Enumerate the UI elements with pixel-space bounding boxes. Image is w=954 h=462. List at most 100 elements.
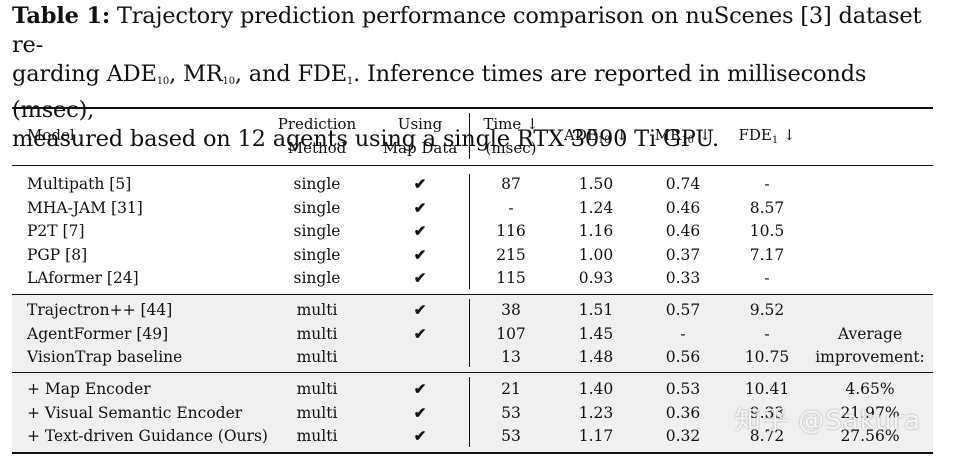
cell-method: multi: [296, 380, 338, 398]
caption-label: Table 1:: [12, 3, 110, 29]
cell-model: AgentFormer [49]: [27, 324, 169, 343]
cell-method: single: [293, 222, 341, 241]
cell-time: 116: [496, 222, 526, 241]
cell-mr: 0.57: [665, 301, 701, 319]
cell-mr: 0.53: [665, 380, 701, 398]
cell-ade: 0.93: [578, 269, 614, 288]
cell-fde: 8.57: [749, 198, 785, 217]
cell-extra: 4.65%: [845, 380, 895, 398]
cell-map: ✔: [413, 301, 427, 319]
cell-map: ✔: [413, 269, 427, 288]
cell-fde: -: [764, 269, 770, 288]
group2-rule: [12, 372, 933, 373]
header-time-line2: (msec): [485, 139, 537, 157]
cell-ade: 1.50: [578, 175, 614, 193]
cell-ade: 1.16: [578, 222, 614, 241]
caption-line-2: garding ADE10, MR10, and FDE1. Inference…: [12, 61, 867, 123]
cell-method: multi: [296, 427, 338, 446]
cell-ade: 1.45: [578, 324, 614, 343]
cell-fde: 8.72: [749, 427, 785, 446]
cell-ade: 1.17: [578, 427, 614, 446]
cell-fde: 10.75: [744, 348, 790, 367]
cell-time: 115: [496, 269, 526, 288]
cell-mr: 0.32: [665, 427, 701, 446]
cell-model: VisionTrap baseline: [27, 348, 183, 367]
cell-ade: 1.51: [578, 301, 614, 319]
cell-time: 38: [501, 301, 521, 319]
cell-extra: improvement:: [815, 348, 925, 367]
header-divider: [469, 113, 470, 159]
cell-model: PGP [8]: [27, 245, 88, 264]
cell-time: 21: [501, 380, 521, 398]
cell-time: 13: [501, 348, 521, 367]
header-map-line1: Using: [397, 115, 443, 133]
cell-method: multi: [296, 403, 338, 422]
cell-time: 87: [501, 175, 521, 193]
group3-divider: [469, 377, 470, 447]
cell-method: multi: [296, 301, 338, 319]
cell-mr: 0.46: [665, 222, 701, 241]
header-rule: [12, 165, 933, 166]
cell-method: single: [293, 269, 341, 288]
cell-fde: 9.33: [749, 403, 785, 422]
cell-extra: 21.97%: [840, 403, 900, 422]
cell-map: ✔: [413, 403, 427, 422]
cell-time: -: [508, 198, 514, 217]
cell-ade: 1.40: [578, 380, 614, 398]
cell-time: 107: [496, 324, 526, 343]
cell-ade: 1.48: [578, 348, 614, 367]
table-bottom-rule: [12, 452, 933, 454]
cell-map: ✔: [413, 245, 427, 264]
cell-method: multi: [296, 324, 338, 343]
cell-mr: 0.46: [665, 198, 701, 217]
cell-model: + Text-driven Guidance (Ours): [27, 427, 268, 446]
group1-divider: [469, 174, 470, 289]
cell-mr: -: [680, 324, 686, 343]
cell-fde: 7.17: [749, 245, 785, 264]
header-fde: FDE1 ↓: [738, 126, 796, 146]
header-map-line2: Map Data: [382, 139, 458, 157]
header-ade: ADE10 ↓: [564, 126, 628, 146]
cell-mr: 0.37: [665, 245, 701, 264]
cell-time: 53: [501, 427, 521, 446]
cell-fde: -: [764, 324, 770, 343]
cell-method: single: [293, 175, 341, 193]
cell-ade: 1.00: [578, 245, 614, 264]
header-prediction-line2: Method: [287, 139, 347, 157]
cell-map: ✔: [413, 427, 427, 446]
cell-method: multi: [296, 348, 338, 367]
cell-model: Trajectron++ [44]: [27, 301, 173, 319]
group3-shade: [12, 373, 933, 452]
cell-model: Multipath [5]: [27, 175, 132, 193]
cell-mr: 0.74: [665, 175, 701, 193]
cell-fde: 9.52: [749, 301, 785, 319]
table-caption: Table 1: Trajectory prediction performan…: [12, 2, 942, 154]
cell-model: + Map Encoder: [27, 380, 151, 398]
cell-model: MHA-JAM [31]: [27, 198, 143, 217]
cell-extra: 27.56%: [840, 427, 900, 446]
cell-method: single: [293, 198, 341, 217]
cell-map: ✔: [413, 198, 427, 217]
cell-map: ✔: [413, 175, 427, 193]
cell-map: ✔: [413, 380, 427, 398]
cell-time: 53: [501, 403, 521, 422]
header-model: Model: [27, 126, 75, 144]
group1-rule: [12, 294, 933, 295]
cell-map: ✔: [413, 222, 427, 241]
cell-time: 215: [496, 245, 526, 264]
header-time-line1: Time ↓: [483, 115, 539, 133]
cell-extra: Average: [837, 324, 903, 343]
caption-line-1: Table 1: Trajectory prediction performan…: [12, 3, 922, 58]
cell-fde: 10.41: [744, 380, 790, 398]
group2-shade: [12, 295, 933, 372]
cell-ade: 1.24: [578, 198, 614, 217]
group2-divider: [469, 299, 470, 367]
cell-model: + Visual Semantic Encoder: [27, 403, 243, 422]
cell-model: LAformer [24]: [27, 269, 139, 288]
header-prediction-line1: Prediction: [277, 115, 357, 133]
cell-fde: -: [764, 175, 770, 193]
cell-map: ✔: [413, 324, 427, 343]
cell-method: single: [293, 245, 341, 264]
caption-line-3: measured based on 12 agents using a sing…: [12, 126, 719, 152]
table-top-rule: [12, 107, 933, 109]
